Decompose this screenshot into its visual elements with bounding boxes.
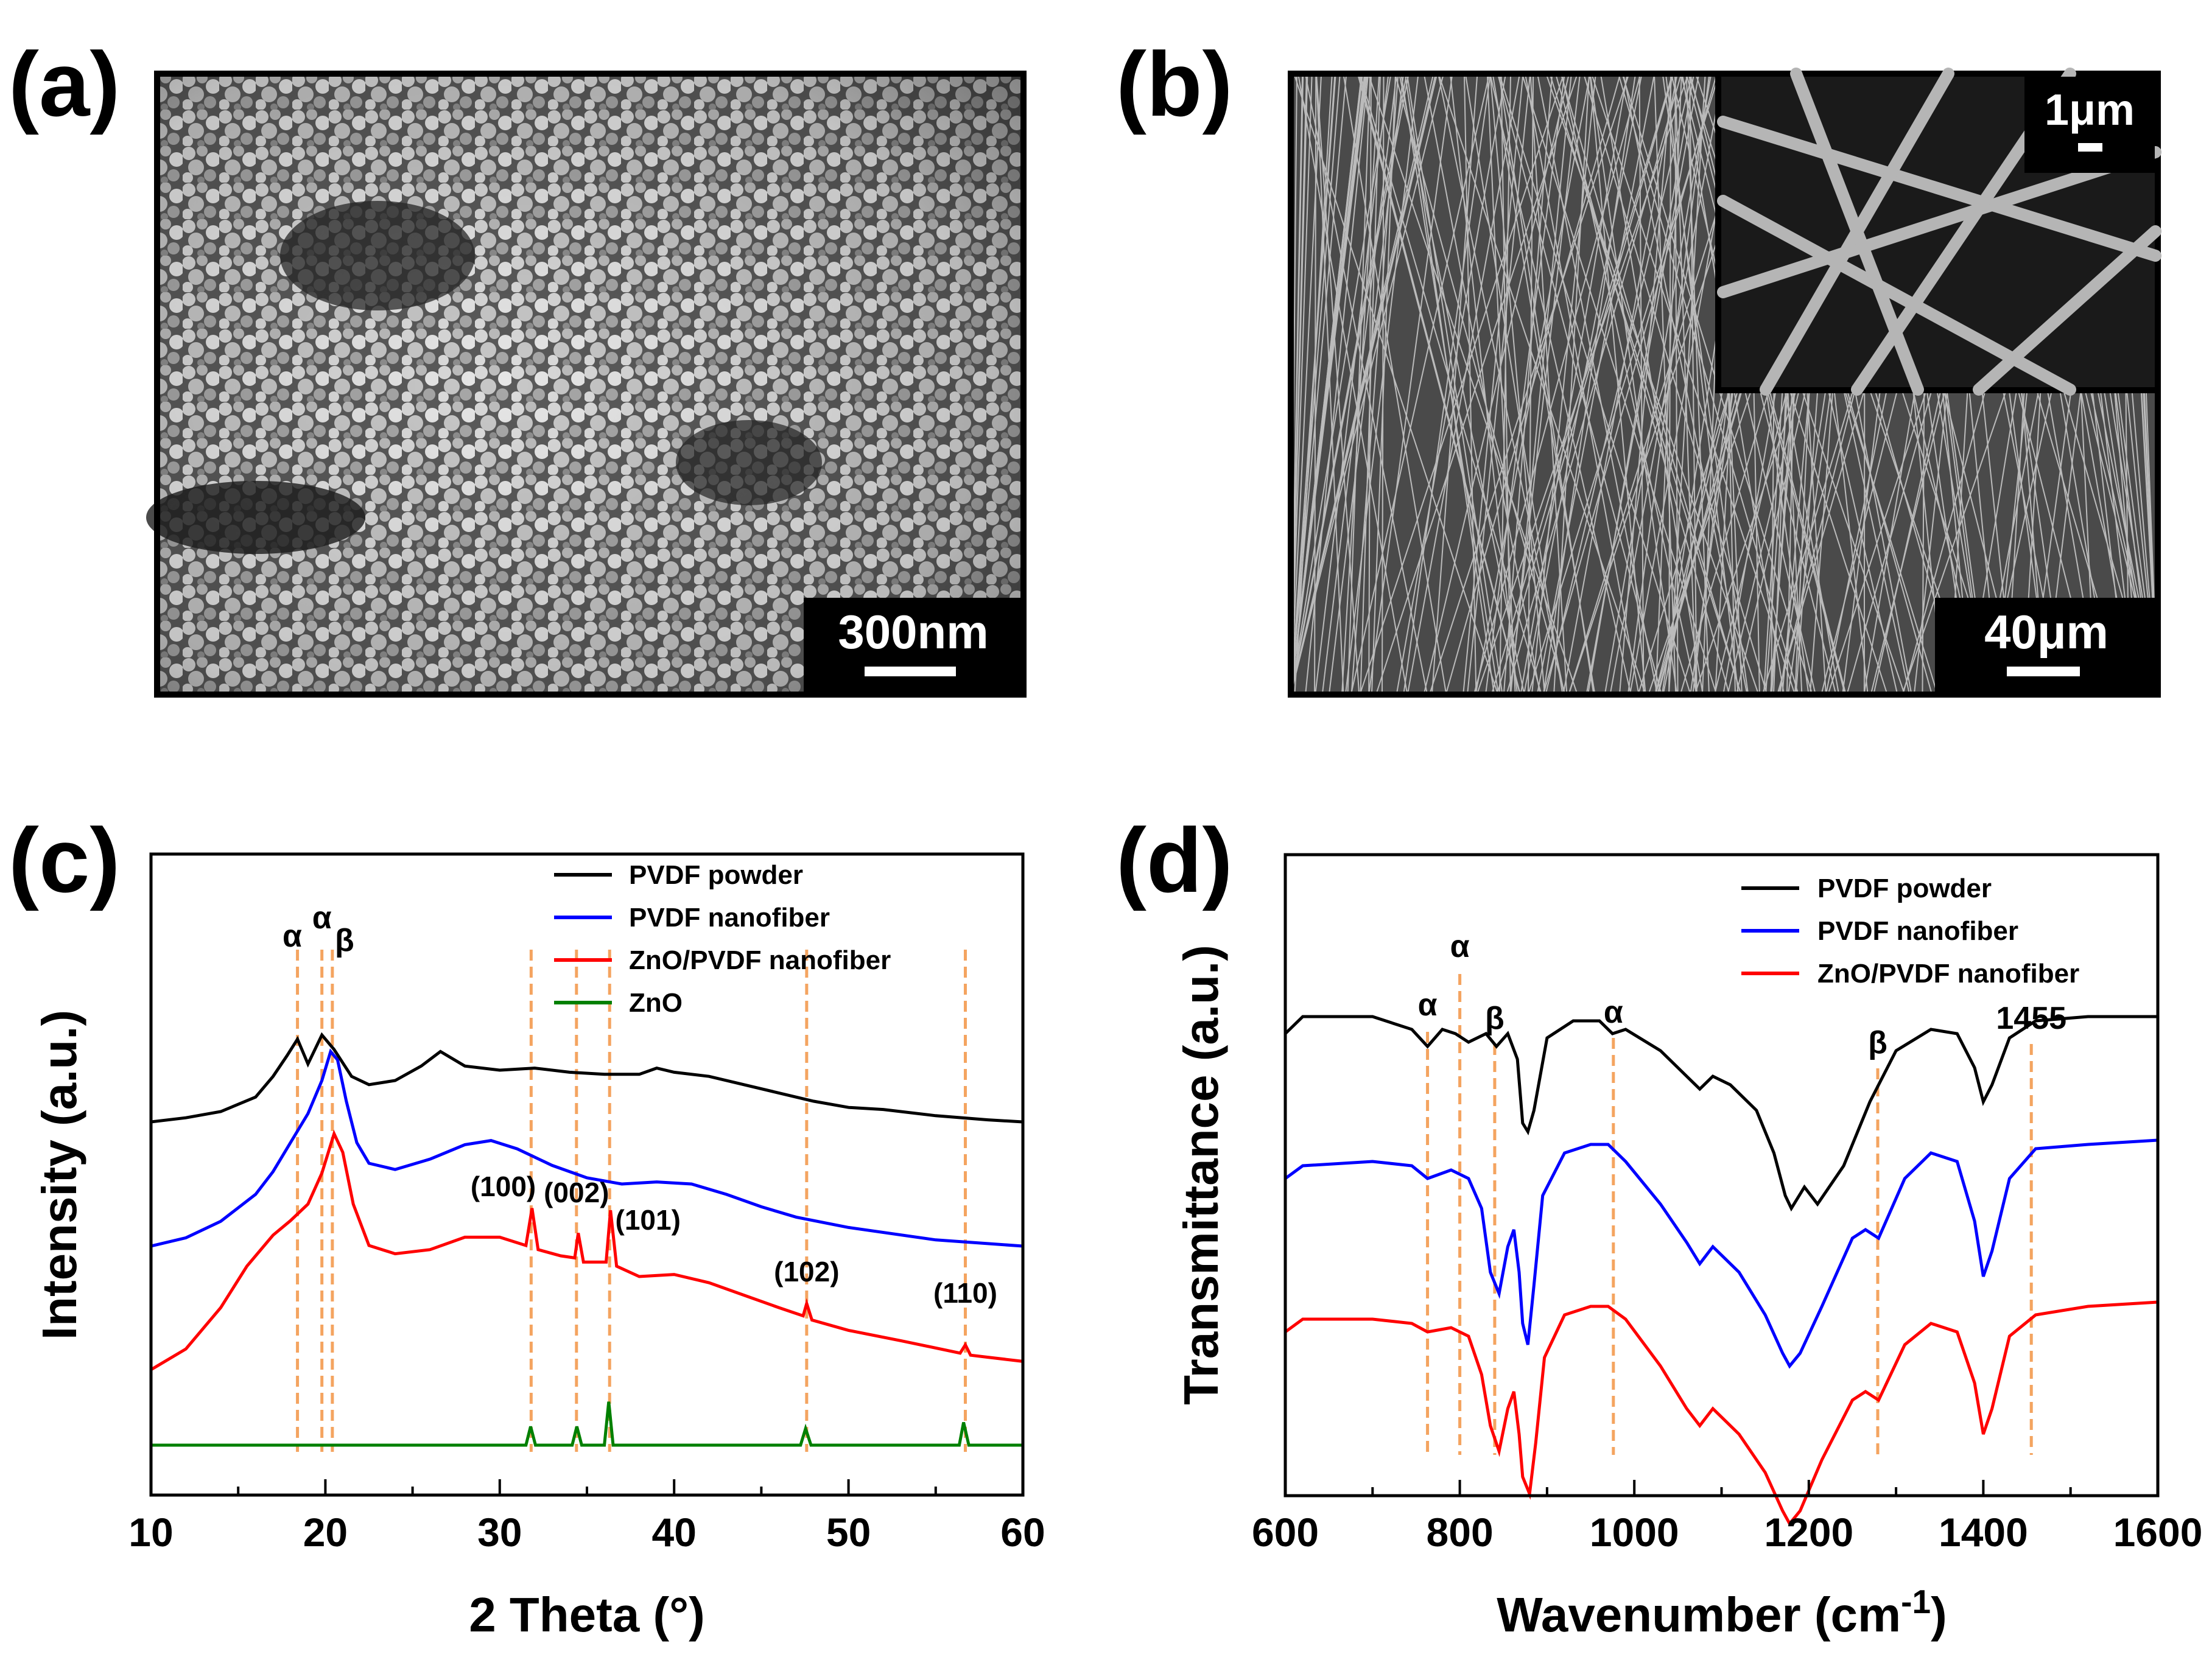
phase-label-c: β <box>335 923 354 958</box>
scalebar-a <box>865 667 956 676</box>
x-tick-label-c: 40 <box>651 1510 696 1555</box>
series-line-d-2 <box>1284 1300 2158 1527</box>
x-tick-label-c: 20 <box>303 1510 348 1555</box>
phase-label-c: α <box>283 919 302 954</box>
y-axis-label-c: Intensity (a.u.) <box>32 1010 86 1340</box>
legend-label-c: ZnO <box>629 988 683 1018</box>
legend-label-d: PVDF powder <box>1817 874 1992 903</box>
inset-image: 1μm <box>1715 68 2161 396</box>
x-tick-label-c: 50 <box>826 1510 871 1555</box>
x-tick-label-d: 1400 <box>1939 1510 2028 1555</box>
panel-b-label: (b) <box>1116 33 1233 135</box>
x-tick-label-d: 1200 <box>1764 1510 1853 1555</box>
legend-d: PVDF powder PVDF nanofiber ZnO/PVDF nanofi… <box>1741 874 2079 989</box>
peak-label-c: (110) <box>933 1277 997 1309</box>
legend-label-d: PVDF nanofiber <box>1817 916 2018 946</box>
legend-c: PVDF powder PVDF nanofiber ZnO/PVDF nanofi… <box>554 860 891 1018</box>
peak-label-c: (102) <box>774 1256 839 1287</box>
x-tick-label-d: 600 <box>1252 1510 1319 1555</box>
sem-image-a: 300nm <box>146 71 1027 698</box>
x-axis-label-c: 2 Theta (°) <box>469 1588 705 1642</box>
scalebar-b <box>2007 667 2080 676</box>
scalebar-label-a: 300nm <box>838 605 988 659</box>
plot-frame-c <box>149 852 1025 1497</box>
x-axis-label-d: Wavenumber (cm-1) <box>1497 1583 1947 1642</box>
phase-label-c: α <box>312 900 332 936</box>
legend-label-c: ZnO/PVDF nanofiber <box>629 945 891 975</box>
plot-frame-d <box>1283 853 2160 1498</box>
series-line-d-1 <box>1284 1138 2158 1369</box>
xrd-chart: 10 20 30 40 50 60 PVDF powder PVDF nanofiber Zn… <box>32 852 1045 1642</box>
x-tick-label-c: 60 <box>1000 1510 1045 1555</box>
panel-c-label: (c) <box>9 809 120 911</box>
x-tick-label-d: 800 <box>1427 1510 1494 1555</box>
legend-label-c: PVDF nanofiber <box>629 903 830 933</box>
phase-label-d: β <box>1868 1025 1887 1060</box>
phase-label-d: α <box>1450 929 1470 964</box>
scalebar-box-a <box>804 598 1023 695</box>
panel-a-label: (a) <box>9 33 120 135</box>
peak-label-c: (002) <box>544 1177 609 1208</box>
sem-image-b: 1μm 40μm <box>1288 68 2161 698</box>
series-line-c-0 <box>150 1032 1023 1124</box>
legend-label-d: ZnO/PVDF nanofiber <box>1817 959 2079 989</box>
inset-scalebar <box>2078 143 2102 152</box>
phase-label-d: 1455 <box>1996 1001 2066 1036</box>
panel-d-label: (d) <box>1116 809 1233 911</box>
inset-scalebar-label: 1μm <box>2045 86 2135 135</box>
ftir-chart: 600 800 1000 1200 1400 1600 PVDF powder PVDF n… <box>1174 853 2203 1642</box>
peak-label-c: (101) <box>616 1204 681 1236</box>
phase-label-d: α <box>1604 995 1623 1030</box>
series-line-c-1 <box>150 1048 1023 1248</box>
x-tick-label-d: 1000 <box>1590 1510 1679 1555</box>
phase-label-d: β <box>1485 1001 1505 1036</box>
x-tick-label-d: 1600 <box>2113 1510 2203 1555</box>
peak-label-c: (100) <box>471 1171 536 1202</box>
series-line-c-3 <box>151 1401 1023 1447</box>
scalebar-box-b <box>1935 598 2158 695</box>
series-line-d-0 <box>1284 1015 2158 1212</box>
scalebar-label-b: 40μm <box>1984 605 2108 659</box>
y-axis-label-d: Transmittance (a.u.) <box>1174 945 1228 1405</box>
inset-scalebar-box <box>2024 77 2155 173</box>
phase-label-d: α <box>1418 987 1438 1023</box>
x-tick-label-c: 30 <box>477 1510 522 1555</box>
series-line-c-2 <box>150 1129 1023 1371</box>
x-tick-label-c: 10 <box>128 1510 173 1555</box>
legend-label-c: PVDF powder <box>629 860 803 890</box>
